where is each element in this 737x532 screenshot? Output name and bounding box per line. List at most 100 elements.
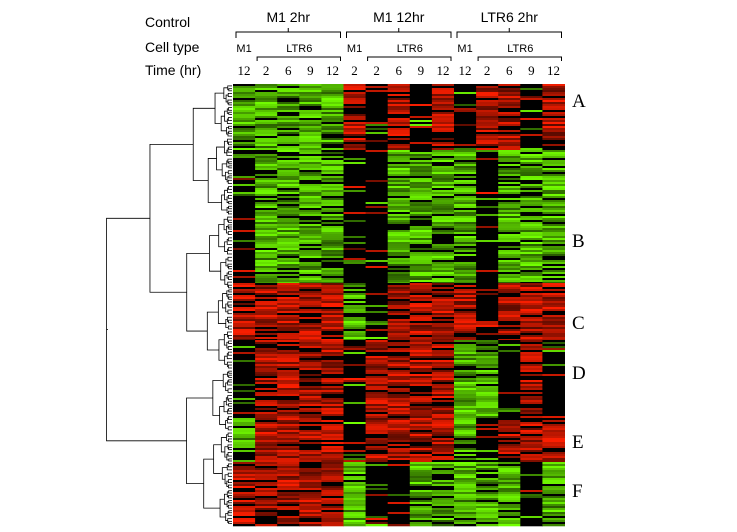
heatmap-cell <box>520 250 543 253</box>
heatmap-cell <box>299 192 322 195</box>
heatmap-cell <box>498 404 521 407</box>
heatmap-cell <box>520 301 543 304</box>
heatmap-cell <box>365 430 389 433</box>
heatmap-cell <box>277 264 300 267</box>
heatmap-cell <box>520 472 543 475</box>
heatmap-cell <box>431 216 455 219</box>
heatmap-cell <box>343 335 367 338</box>
heatmap-cell <box>233 144 256 147</box>
heatmap-cell <box>431 305 455 308</box>
heatmap-cell <box>277 426 300 429</box>
heatmap-cell <box>233 202 256 205</box>
heatmap-cell <box>299 182 322 185</box>
heatmap-cell <box>343 140 367 143</box>
heatmap-cell <box>542 104 565 107</box>
heatmap-cell <box>431 258 455 261</box>
heatmap-cell <box>277 92 300 95</box>
heatmap-cell <box>476 264 499 267</box>
heatmap-cell <box>343 474 367 477</box>
heatmap-cell <box>431 492 455 495</box>
heatmap-cell <box>542 210 565 213</box>
heatmap-cell <box>387 154 411 157</box>
heatmap-cell <box>476 266 499 269</box>
heatmap-cell <box>431 208 455 211</box>
heatmap-cell <box>233 498 256 501</box>
heatmap-cell <box>520 128 543 131</box>
heatmap-cell <box>476 378 499 381</box>
heatmap-cell <box>431 124 455 127</box>
heatmap-cell <box>476 114 499 117</box>
heatmap-cell <box>299 462 322 465</box>
heatmap-cell <box>343 472 367 475</box>
heatmap-cell <box>365 166 389 169</box>
heatmap-cell <box>476 321 499 324</box>
heatmap-cell <box>387 522 411 525</box>
heatmap-cell <box>476 162 499 165</box>
heatmap-cell <box>365 301 389 304</box>
heatmap-cell <box>520 176 543 179</box>
heatmap-cell <box>387 278 411 281</box>
heatmap-cell <box>343 104 367 107</box>
heatmap-cell <box>476 132 499 135</box>
dendrogram <box>228 165 230 169</box>
heatmap-cell <box>409 283 433 286</box>
heatmap-cell <box>387 504 411 507</box>
heatmap-cell <box>277 202 300 205</box>
dendrogram <box>227 504 230 509</box>
heatmap-cell <box>387 366 411 369</box>
heatmap-cell <box>476 388 499 391</box>
heatmap-cell <box>387 92 411 95</box>
heatmap-cell <box>409 376 433 379</box>
heatmap-cell <box>542 254 565 257</box>
heatmap-cell <box>387 216 411 219</box>
heatmap-cell <box>277 234 300 237</box>
heatmap-cell <box>498 464 521 467</box>
heatmap-cell <box>365 138 389 141</box>
heatmap-cell <box>409 280 433 283</box>
heatmap-cell <box>321 502 344 505</box>
heatmap-cell <box>233 204 256 207</box>
heatmap-cell <box>454 331 477 334</box>
heatmap-cell <box>277 325 300 328</box>
dendrogram <box>227 158 230 164</box>
heatmap-cell <box>321 317 344 320</box>
dendrogram <box>223 400 228 413</box>
heatmap-cell <box>365 240 389 243</box>
heatmap-cell <box>498 384 521 387</box>
heatmap-cell <box>233 170 256 173</box>
heatmap-cell <box>476 289 499 292</box>
heatmap-cell <box>431 128 455 131</box>
heatmap-cell <box>299 426 322 429</box>
heatmap-cell <box>476 118 499 121</box>
heatmap-cell <box>321 180 344 183</box>
heatmap-cell <box>498 114 521 117</box>
heatmap-cell <box>365 202 389 205</box>
heatmap-cell <box>542 354 565 357</box>
heatmap-cell <box>277 378 300 381</box>
heatmap-cell <box>233 378 256 381</box>
heatmap-cell <box>387 230 411 233</box>
heatmap-cell <box>299 276 322 279</box>
heatmap-cell <box>542 327 565 330</box>
heatmap-cell <box>299 128 322 131</box>
heatmap-cell <box>476 222 499 225</box>
heatmap-cell <box>409 524 433 527</box>
heatmap-cell <box>255 96 278 99</box>
heatmap-cell <box>498 260 521 263</box>
heatmap-cell <box>498 452 521 455</box>
heatmap-cell <box>542 400 565 403</box>
heatmap-cell <box>365 458 389 461</box>
heatmap-cell <box>343 178 367 181</box>
heatmap-cell <box>255 116 278 119</box>
heatmap-cell <box>387 452 411 455</box>
heatmap-cell <box>343 366 367 369</box>
heatmap-cell <box>476 364 499 367</box>
heatmap-cell <box>255 454 278 457</box>
heatmap-cell <box>387 496 411 499</box>
dendrogram <box>228 210 230 215</box>
heatmap-cell <box>542 285 565 288</box>
heatmap-cell <box>299 178 322 181</box>
time-label: 6 <box>506 63 513 78</box>
heatmap-cell <box>409 100 433 103</box>
heatmap-cell <box>321 132 344 135</box>
